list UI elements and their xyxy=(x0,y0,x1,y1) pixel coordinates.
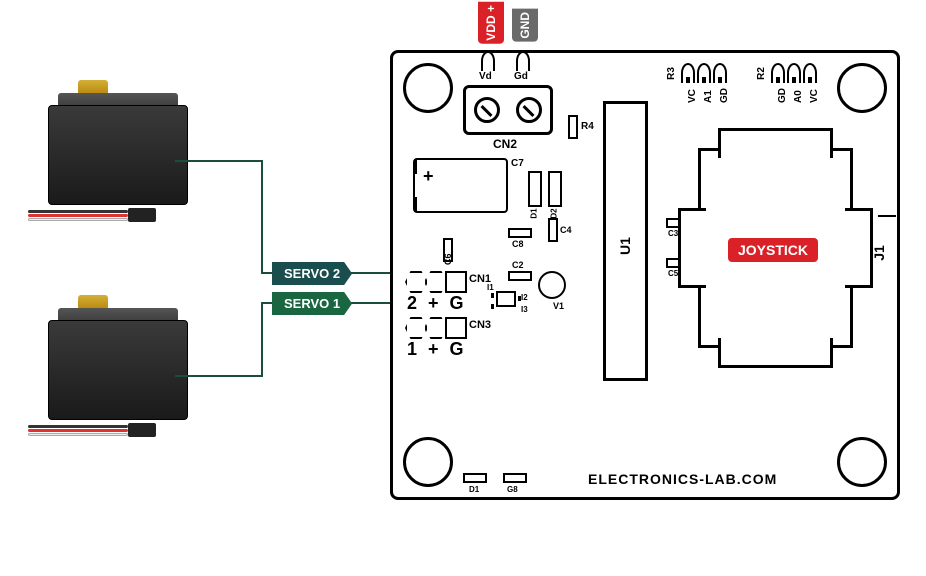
r2-lbl: R2 xyxy=(756,67,767,80)
cn3-pads xyxy=(405,317,465,339)
footer-label: ELECTRONICS-LAB.COM xyxy=(588,471,777,487)
bottom-part-lbl: G8 xyxy=(507,485,518,494)
servo-body xyxy=(48,320,188,420)
gnd-label: GND xyxy=(512,9,538,42)
servo-2-label: SERVO 2 xyxy=(272,262,352,285)
cn3-silk: 1 + G xyxy=(407,339,467,360)
pcb-board: Vd Gd CN2 R4 R3 VC A1 GD R2 GD A0 VC + C… xyxy=(390,50,900,500)
mounting-hole xyxy=(837,63,887,113)
servo-1-label: SERVO 1 xyxy=(272,292,352,315)
mounting-hole xyxy=(837,437,887,487)
c7-cap: + xyxy=(413,158,508,213)
cn1-pads xyxy=(405,271,465,293)
j1-mark xyxy=(878,215,896,217)
servo-2 xyxy=(18,85,198,235)
mounting-hole xyxy=(403,437,453,487)
c6-lbl: C6 xyxy=(443,253,453,265)
cn2-pin xyxy=(516,51,530,71)
cn1-designator: CN1 xyxy=(469,273,491,285)
bottom-d1-lbl: D1 xyxy=(469,485,479,494)
cn1-silk: 2 + G xyxy=(407,293,467,314)
c8-lbl: C8 xyxy=(512,239,524,249)
cn2-terminal xyxy=(463,85,553,135)
r3-lbl: R3 xyxy=(666,67,677,80)
joystick-top xyxy=(718,128,833,158)
servo-cable xyxy=(28,205,168,235)
servo-cable xyxy=(28,420,168,450)
wire-servo1-h1 xyxy=(175,375,263,377)
d1-lbl-small: D1 xyxy=(530,208,539,218)
c7-lbl: C7 xyxy=(511,158,524,169)
c2-lbl: C2 xyxy=(512,260,524,270)
vdd-label: VDD + xyxy=(478,2,504,44)
c8 xyxy=(508,228,532,238)
servo-1 xyxy=(18,300,198,450)
wire-servo1-v xyxy=(261,302,263,377)
bottom-part xyxy=(503,473,527,483)
cn2-pin xyxy=(481,51,495,71)
cn2-designator: CN2 xyxy=(493,137,517,151)
r4-lbl: R4 xyxy=(581,121,594,132)
v1-lbl: V1 xyxy=(553,301,564,311)
c3-lbl: C3 xyxy=(668,229,678,238)
r4 xyxy=(568,115,578,139)
d2-block xyxy=(548,171,562,207)
i3-lbl: I3 xyxy=(521,305,528,314)
pin-gd2: GD xyxy=(777,88,788,103)
wire-servo2-v xyxy=(261,160,263,272)
cn2-pin-lbl: Vd xyxy=(479,71,492,82)
pin-vc: VC xyxy=(687,89,698,103)
servo-body xyxy=(48,105,188,205)
r2-header xyxy=(771,63,817,83)
u1-lbl: U1 xyxy=(617,237,633,255)
mounting-hole xyxy=(403,63,453,113)
c4-lbl: C4 xyxy=(560,225,572,235)
bottom-d1 xyxy=(463,473,487,483)
pin-vc2: VC xyxy=(809,89,820,103)
c2 xyxy=(508,271,532,281)
cn3-designator: CN3 xyxy=(469,319,491,331)
wire-servo2-h1 xyxy=(175,160,263,162)
joystick-bottom xyxy=(718,338,833,368)
joystick-right xyxy=(845,208,873,288)
sot-i xyxy=(491,288,521,310)
pin-a0: A0 xyxy=(793,90,804,103)
i2-lbl: I2 xyxy=(521,293,528,302)
pin-a1: A1 xyxy=(703,90,714,103)
v1 xyxy=(538,271,566,299)
c4 xyxy=(548,218,558,242)
c5-lbl: C5 xyxy=(668,269,678,278)
pin-gd: GD xyxy=(719,88,730,103)
j1-lbl: J1 xyxy=(871,245,887,261)
cn2-pin-lbl: Gd xyxy=(514,71,528,82)
r3-header xyxy=(681,63,727,83)
joystick-left xyxy=(678,208,706,288)
joystick-label: JOYSTICK xyxy=(728,238,818,262)
d1-block xyxy=(528,171,542,207)
